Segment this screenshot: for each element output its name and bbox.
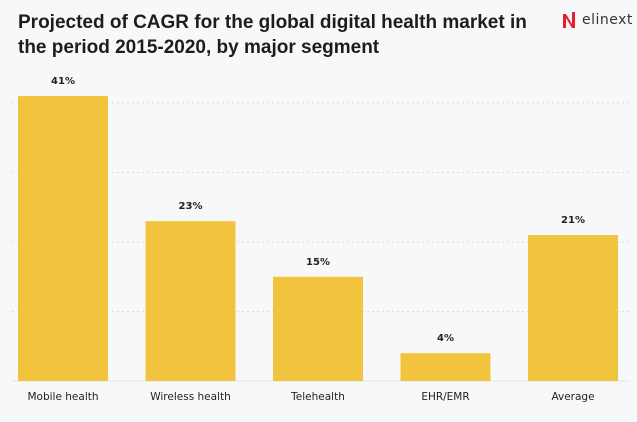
x-tick-label: Average <box>551 391 594 403</box>
x-tick-label: EHR/EMR <box>421 391 469 403</box>
x-tick-label: Wireless health <box>150 391 231 403</box>
bar <box>273 276 363 381</box>
data-label: 23% <box>179 201 203 212</box>
data-label: 41% <box>51 76 75 87</box>
elinext-logo: elinext <box>562 11 633 29</box>
bar <box>145 221 236 381</box>
chart-title: Projected of CAGR for the global digital… <box>18 12 527 58</box>
x-tick-label: Mobile health <box>27 391 98 403</box>
data-label: 4% <box>437 333 454 344</box>
bar <box>400 353 491 381</box>
bar <box>528 235 618 381</box>
logo-text: elinext <box>582 12 633 28</box>
data-label: 15% <box>306 257 330 268</box>
x-tick-label: Telehealth <box>290 391 345 403</box>
bar <box>18 96 108 382</box>
data-label: 21% <box>561 215 585 226</box>
elinext-logo-icon <box>563 12 575 28</box>
